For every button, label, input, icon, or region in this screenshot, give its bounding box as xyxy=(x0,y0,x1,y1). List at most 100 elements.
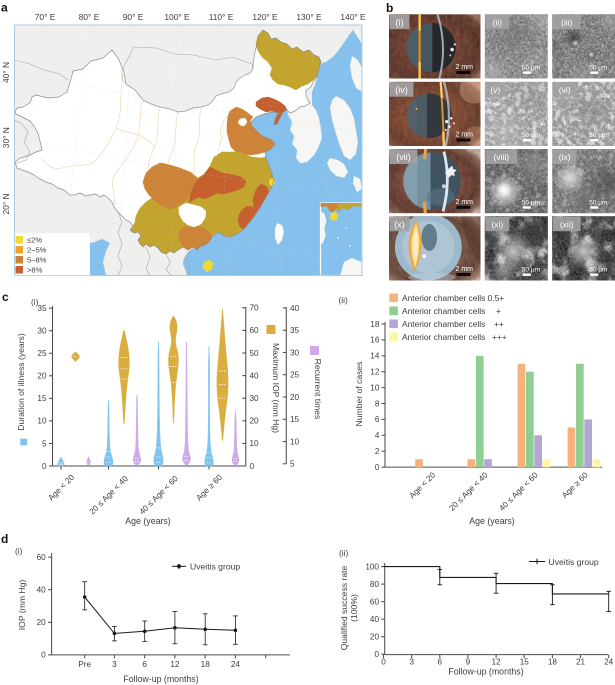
svg-text:120° E: 120° E xyxy=(252,12,278,22)
svg-text:50 μm: 50 μm xyxy=(522,65,540,72)
svg-text:2 mm: 2 mm xyxy=(456,266,474,273)
svg-text:Age < 20: Age < 20 xyxy=(46,473,76,503)
svg-text:Qualified success rate: Qualified success rate xyxy=(339,566,349,651)
svg-text:(ix): (ix) xyxy=(559,152,571,162)
svg-text:12: 12 xyxy=(492,658,502,667)
svg-text:16: 16 xyxy=(370,336,380,345)
svg-text:50 μm: 50 μm xyxy=(522,267,540,274)
svg-text:Age < 20: Age < 20 xyxy=(408,470,438,500)
svg-text:24: 24 xyxy=(604,658,614,667)
svg-text:10: 10 xyxy=(37,417,47,426)
svg-text:15: 15 xyxy=(37,394,47,403)
svg-text:100° E: 100° E xyxy=(164,12,190,22)
svg-text:>8%: >8% xyxy=(27,266,43,275)
svg-text:20: 20 xyxy=(37,372,47,381)
svg-text:(x): (x) xyxy=(394,219,405,229)
svg-text:5: 5 xyxy=(290,460,295,469)
svg-text:Follow-up (months): Follow-up (months) xyxy=(448,667,523,677)
svg-text:(ii): (ii) xyxy=(493,17,503,27)
svg-text:Age (years): Age (years) xyxy=(125,516,171,526)
svg-text:21: 21 xyxy=(576,658,586,667)
svg-text:40° N: 40° N xyxy=(1,62,11,83)
svg-text:Anterior chamber cells: Anterior chamber cells xyxy=(402,319,485,329)
svg-text:+: + xyxy=(496,306,501,316)
svg-text:15: 15 xyxy=(290,415,300,424)
svg-text:Uveitis group: Uveitis group xyxy=(190,562,240,572)
svg-text:(ii): (ii) xyxy=(339,548,349,558)
svg-text:(i): (i) xyxy=(15,546,23,556)
svg-text:9: 9 xyxy=(466,658,471,667)
svg-text:6: 6 xyxy=(142,660,147,669)
svg-text:60: 60 xyxy=(250,326,260,335)
svg-text:Anterior chamber cells 0.5+: Anterior chamber cells 0.5+ xyxy=(402,293,504,303)
svg-text:0: 0 xyxy=(381,658,386,667)
svg-text:20: 20 xyxy=(37,618,47,627)
svg-text:(viii): (viii) xyxy=(494,152,510,162)
svg-text:Duration of illness (years): Duration of illness (years) xyxy=(16,333,26,431)
svg-text:++: ++ xyxy=(494,319,504,329)
svg-text:(vii): (vii) xyxy=(396,152,411,162)
svg-text:2–5%: 2–5% xyxy=(27,246,47,255)
svg-text:140° E: 140° E xyxy=(340,12,366,22)
svg-text:a: a xyxy=(1,1,8,15)
svg-text:25: 25 xyxy=(37,349,47,358)
svg-text:50 μm: 50 μm xyxy=(522,199,540,206)
svg-text:2 mm: 2 mm xyxy=(456,132,474,139)
svg-text:2: 2 xyxy=(375,447,380,456)
svg-text:30: 30 xyxy=(250,394,260,403)
svg-text:Number of cases: Number of cases xyxy=(354,362,364,427)
svg-text:0: 0 xyxy=(375,463,380,472)
svg-text:0: 0 xyxy=(42,462,47,471)
svg-text:70° E: 70° E xyxy=(35,12,56,22)
svg-text:35: 35 xyxy=(37,304,47,313)
svg-text:Recurrent times: Recurrent times xyxy=(313,359,323,420)
svg-text:3: 3 xyxy=(409,658,414,667)
svg-text:Age ≥ 60: Age ≥ 60 xyxy=(560,470,590,500)
svg-text:40: 40 xyxy=(370,615,380,624)
svg-text:Anterior chamber cells: Anterior chamber cells xyxy=(402,306,485,316)
svg-text:Anterior chamber cells: Anterior chamber cells xyxy=(402,332,485,342)
svg-text:2 mm: 2 mm xyxy=(456,64,474,71)
svg-text:2 mm: 2 mm xyxy=(456,199,474,206)
svg-text:30: 30 xyxy=(290,348,300,357)
svg-text:80° E: 80° E xyxy=(79,12,100,22)
svg-text:0: 0 xyxy=(250,462,255,471)
svg-text:18: 18 xyxy=(548,658,558,667)
svg-text:(vi): (vi) xyxy=(559,85,571,95)
svg-text:40 ≤ Age < 60: 40 ≤ Age < 60 xyxy=(497,470,540,513)
svg-text:(ii): (ii) xyxy=(339,295,349,305)
svg-text:18: 18 xyxy=(201,660,211,669)
svg-text:6: 6 xyxy=(375,415,380,424)
svg-text:Follow-up (months): Follow-up (months) xyxy=(123,674,198,684)
svg-text:+++: +++ xyxy=(492,332,507,342)
svg-text:12: 12 xyxy=(170,660,180,669)
svg-text:14: 14 xyxy=(370,352,380,361)
svg-text:50 μm: 50 μm xyxy=(589,65,607,72)
svg-text:3: 3 xyxy=(112,660,117,669)
svg-text:60: 60 xyxy=(370,597,380,606)
svg-text:5–8%: 5–8% xyxy=(27,256,47,265)
svg-text:20 ≤ Age < 40: 20 ≤ Age < 40 xyxy=(88,474,131,517)
svg-text:4: 4 xyxy=(375,431,380,440)
svg-text:d: d xyxy=(1,532,8,546)
svg-text:(100%): (100%) xyxy=(349,594,359,622)
svg-text:8: 8 xyxy=(375,399,380,408)
svg-text:Uveitis group: Uveitis group xyxy=(549,557,599,567)
svg-text:5: 5 xyxy=(42,439,47,448)
svg-text:110° E: 110° E xyxy=(209,12,234,22)
svg-text:c: c xyxy=(2,290,9,304)
svg-text:30° N: 30° N xyxy=(1,127,11,148)
svg-text:90° E: 90° E xyxy=(123,12,144,22)
svg-text:Age (years): Age (years) xyxy=(469,516,515,526)
svg-text:20: 20 xyxy=(290,393,300,402)
svg-text:20 ≤ Age < 40: 20 ≤ Age < 40 xyxy=(447,470,490,513)
svg-text:30: 30 xyxy=(37,327,47,336)
svg-text:Age ≥ 60: Age ≥ 60 xyxy=(194,473,224,503)
svg-text:100: 100 xyxy=(365,562,379,571)
svg-text:40: 40 xyxy=(37,586,47,595)
svg-text:Maximum IOP (mm Hg): Maximum IOP (mm Hg) xyxy=(271,343,281,433)
svg-text:(v): (v) xyxy=(490,85,500,95)
svg-text:50 μm: 50 μm xyxy=(589,199,607,206)
svg-text:(iv): (iv) xyxy=(395,85,408,95)
svg-text:12: 12 xyxy=(370,368,380,377)
